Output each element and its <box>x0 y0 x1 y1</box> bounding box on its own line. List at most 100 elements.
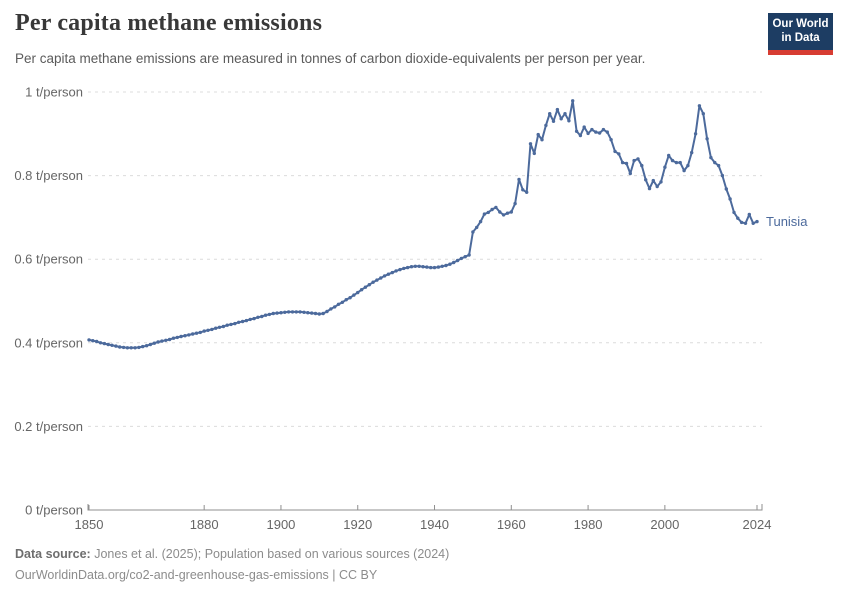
data-point <box>490 207 494 212</box>
data-point <box>478 219 483 224</box>
data-point <box>678 160 682 165</box>
data-point <box>344 298 348 302</box>
data-point <box>352 293 356 297</box>
data-point <box>306 311 310 315</box>
data-point <box>114 344 118 348</box>
data-point <box>605 130 609 134</box>
data-point <box>709 155 713 160</box>
data-point <box>693 132 698 136</box>
data-point <box>601 127 606 132</box>
data-point <box>98 341 103 345</box>
data-point <box>720 173 725 178</box>
data-point <box>137 345 141 350</box>
footer-link-line[interactable]: OurWorldinData.org/co2-and-greenhouse-ga… <box>15 568 378 582</box>
series-end-label[interactable]: Tunisia <box>766 214 808 229</box>
data-point <box>275 311 279 315</box>
data-point <box>356 290 360 295</box>
data-point <box>651 178 655 183</box>
data-point <box>386 272 391 276</box>
data-point <box>144 344 149 348</box>
data-point <box>705 137 709 141</box>
data-point <box>736 216 740 220</box>
tunisia-line[interactable] <box>88 99 758 349</box>
data-point <box>248 317 252 322</box>
data-point <box>267 312 272 317</box>
data-point <box>321 311 325 316</box>
data-point <box>379 276 383 280</box>
data-point <box>133 346 137 350</box>
data-point <box>448 262 452 266</box>
x-axis-tick-label: 1880 <box>190 517 219 532</box>
data-point <box>417 264 421 268</box>
x-axis-tick-label: 1960 <box>497 517 526 532</box>
data-point <box>582 125 586 129</box>
data-point <box>348 296 352 300</box>
data-point <box>171 336 176 340</box>
owid-logo[interactable]: Our World in Data <box>768 13 833 55</box>
data-point <box>363 285 368 289</box>
data-point <box>286 310 291 314</box>
data-point <box>521 188 525 192</box>
x-axis-tick-label: 2000 <box>650 517 679 532</box>
data-point <box>279 311 283 315</box>
data-point <box>455 258 460 263</box>
data-point <box>121 345 126 350</box>
data-point <box>551 119 556 124</box>
data-point <box>732 210 736 215</box>
data-point <box>102 341 107 346</box>
data-point <box>663 165 667 169</box>
data-point <box>578 133 583 138</box>
y-axis-tick-label: 0.4 t/person <box>14 335 83 350</box>
data-point <box>739 220 744 225</box>
data-point <box>283 310 287 314</box>
data-point <box>152 341 156 345</box>
data-point <box>624 161 629 166</box>
data-point <box>398 267 402 272</box>
data-point <box>647 186 652 191</box>
data-point <box>628 171 632 176</box>
data-point <box>179 334 183 339</box>
x-axis-tick-label: 1940 <box>420 517 449 532</box>
y-axis-tick-label: 0.6 t/person <box>14 252 83 267</box>
data-point <box>221 324 226 329</box>
x-axis-tick-label: 1920 <box>343 517 372 532</box>
data-point <box>225 323 229 327</box>
data-point <box>513 201 517 206</box>
data-point <box>175 335 179 340</box>
data-point <box>237 320 241 324</box>
data-point <box>210 327 214 332</box>
y-axis-tick-label: 0.8 t/person <box>14 168 83 183</box>
data-point <box>95 339 99 344</box>
data-point <box>405 265 410 270</box>
data-point <box>402 266 406 271</box>
data-point <box>252 316 256 321</box>
data-point <box>559 117 563 121</box>
data-point <box>697 104 702 108</box>
x-axis-tick-label: 1900 <box>266 517 295 532</box>
data-point <box>444 263 448 268</box>
data-point <box>475 225 479 230</box>
x-axis-tick-label: 2024 <box>743 517 772 532</box>
data-point <box>432 265 437 270</box>
data-point <box>156 340 160 344</box>
chart-subtitle: Per capita methane emissions are measure… <box>15 51 646 66</box>
data-point <box>263 313 268 317</box>
data-point <box>667 153 671 158</box>
data-point <box>655 184 659 189</box>
data-point <box>555 107 560 112</box>
data-source-line: Data source: Jones et al. (2025); Popula… <box>15 544 449 565</box>
data-source-label: Data source: <box>15 547 91 561</box>
data-point <box>87 338 91 342</box>
x-axis-line <box>87 504 763 511</box>
data-point <box>743 221 748 225</box>
y-axis-tick-label: 0 t/person <box>25 503 83 518</box>
data-point <box>509 210 513 214</box>
data-point <box>525 190 529 194</box>
data-point <box>597 131 602 135</box>
data-point <box>459 256 464 261</box>
data-point <box>713 160 717 165</box>
data-point <box>463 255 467 259</box>
data-point <box>340 300 345 304</box>
data-point <box>690 150 694 155</box>
data-point <box>240 319 245 324</box>
